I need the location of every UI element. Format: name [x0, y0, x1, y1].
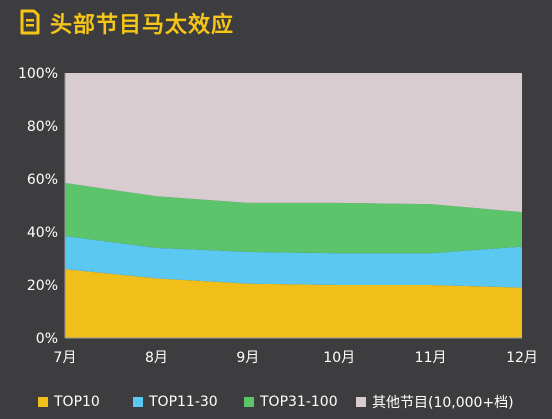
legend-label: TOP31-100 [260, 394, 338, 410]
legend: TOP10 TOP11-30 TOP31-100 其他节目(10,000+档) [0, 390, 552, 414]
y-tick-labels: 0% 20% 40% 60% 80% 100% [18, 66, 58, 347]
legend-item: TOP10 [38, 390, 100, 414]
document-icon [20, 9, 40, 35]
x-tick-labels: 7月 8月 9月 10月 11月 12月 [54, 350, 538, 366]
stacked-area-chart: 0% 20% 40% 60% 80% 100% 7月 8月 9月 10月 11月 12月 [18, 66, 538, 366]
area-series-3 [65, 182, 522, 254]
legend-item: 其他节目(10,000+档) [356, 390, 514, 414]
chart-title: 头部节目马太效应 [50, 13, 235, 38]
legend-label: TOP11-30 [149, 394, 218, 410]
x-tick-label: 7月 [54, 350, 77, 366]
area-layers [65, 73, 522, 338]
legend-swatch [133, 397, 143, 407]
y-tick-label: 0% [36, 331, 58, 347]
x-tick-label: 11月 [415, 350, 447, 366]
y-tick-label: 80% [27, 119, 58, 135]
area-series-1 [65, 269, 522, 338]
area-series-4 [65, 73, 522, 213]
y-tick-label: 20% [27, 278, 58, 294]
x-tick-label: 12月 [506, 350, 538, 366]
x-tick-label: 10月 [323, 350, 355, 366]
x-tick-label: 9月 [236, 350, 259, 366]
y-tick-label: 60% [27, 172, 58, 188]
y-tick-label: 40% [27, 225, 58, 241]
y-tick-label: 100% [18, 66, 58, 82]
title-bar: 头部节目马太效应 [0, 0, 552, 50]
x-tick-label: 8月 [145, 350, 168, 366]
area-series-2 [65, 235, 522, 288]
legend-swatch [356, 397, 366, 407]
legend-label: TOP10 [54, 394, 100, 410]
legend-label: 其他节目(10,000+档) [372, 395, 514, 411]
legend-swatch [244, 397, 254, 407]
legend-item: TOP31-100 [244, 390, 338, 414]
legend-swatch [38, 397, 48, 407]
legend-item: TOP11-30 [133, 390, 218, 414]
axes [64, 73, 522, 339]
